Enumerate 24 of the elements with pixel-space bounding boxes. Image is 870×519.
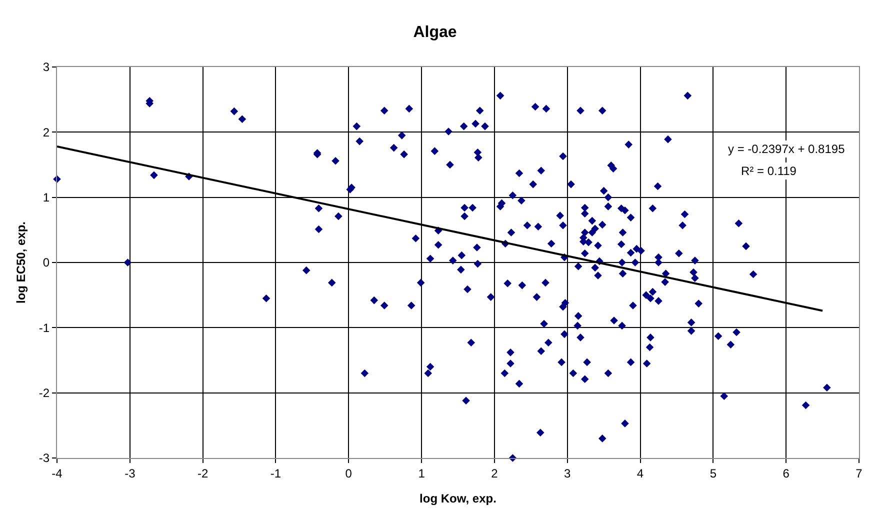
x-tick-label: -2	[197, 466, 208, 480]
chart-title: Algae	[413, 24, 457, 42]
x-tick-label: 1	[418, 466, 426, 480]
x-tick-label: -4	[52, 466, 63, 480]
y-tick-label: -3	[38, 451, 50, 466]
y-tick-label: -1	[38, 320, 50, 335]
y-tick-label: 3	[42, 60, 50, 74]
x-tick-label: 4	[636, 466, 644, 480]
annotation: y = -0.2397x + 0.8195	[728, 142, 846, 156]
y-tick-label: -2	[38, 386, 50, 400]
x-axis-title: log Kow, exp.	[420, 491, 496, 506]
y-tick-label: 1	[42, 190, 50, 205]
y-tick-label: 2	[42, 125, 50, 140]
annotation: R² = 0.119	[741, 164, 797, 178]
y-axis-title: log EC50, exp.	[14, 221, 28, 304]
x-tick-label: -1	[270, 466, 282, 480]
x-tick-label: 2	[491, 466, 498, 480]
x-tick-label: 7	[856, 466, 863, 480]
y-tick-label: 0	[42, 256, 50, 270]
x-tick-label: 5	[710, 466, 717, 480]
x-tick-label: -3	[124, 466, 136, 480]
x-tick-label: 6	[782, 466, 790, 480]
x-tick-label: 0	[345, 466, 352, 480]
x-tick-label: 3	[564, 466, 572, 480]
